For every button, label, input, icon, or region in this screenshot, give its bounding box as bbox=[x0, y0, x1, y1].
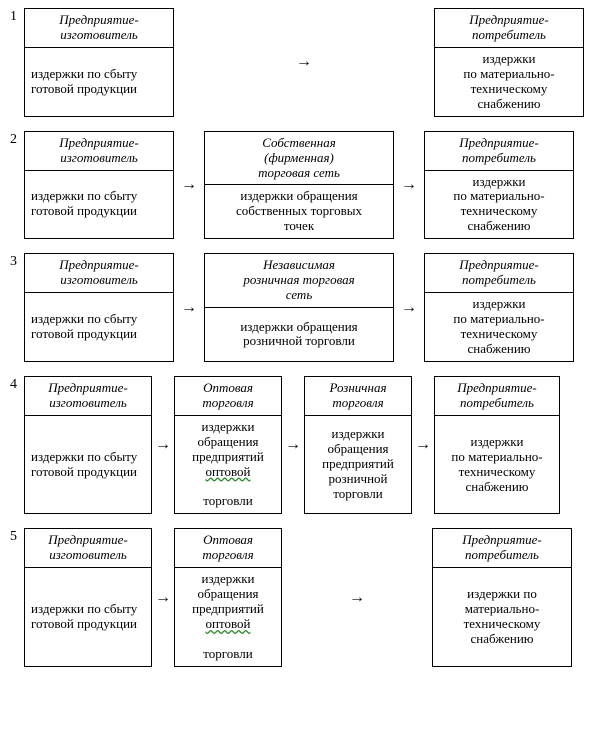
node-head: Предприятие-потребитель bbox=[433, 529, 571, 568]
node-body: издержкипо материально-техническомуснабж… bbox=[425, 293, 573, 361]
arrow-icon: → bbox=[282, 528, 432, 667]
node-body: издержкипо материально-техническомуснабж… bbox=[435, 48, 583, 116]
flow-node: Собственная(фирменная)торговая сетьиздер… bbox=[204, 131, 394, 240]
diagram-row: 5Предприятие-изготовительиздержки по сбы… bbox=[10, 528, 600, 667]
row-number: 1 bbox=[10, 8, 24, 117]
diagram-row: 2Предприятие-изготовительиздержки по сбы… bbox=[10, 131, 600, 240]
row-chain: Предприятие-изготовительиздержки по сбыт… bbox=[24, 131, 600, 240]
node-head: Предприятие-изготовитель bbox=[25, 254, 173, 293]
row-number: 4 bbox=[10, 376, 24, 515]
node-body: издержкипо материально-техническомуснабж… bbox=[435, 416, 559, 514]
row-chain: Предприятие-изготовительиздержки по сбыт… bbox=[24, 253, 600, 362]
node-head: Независимаярозничная торговаясеть bbox=[205, 254, 393, 308]
node-head: Предприятие-потребитель bbox=[435, 377, 559, 416]
flow-node: Предприятие-изготовительиздержки по сбыт… bbox=[24, 8, 174, 117]
diagram-row: 4Предприятие-изготовительиздержки по сбы… bbox=[10, 376, 600, 515]
row-number: 2 bbox=[10, 131, 24, 240]
flow-node: Предприятие-потребительиздержкипо матери… bbox=[424, 253, 574, 362]
arrow-icon: → bbox=[152, 376, 174, 515]
diagram-row: 3Предприятие-изготовительиздержки по сбы… bbox=[10, 253, 600, 362]
flow-node: Предприятие-изготовительиздержки по сбыт… bbox=[24, 131, 174, 240]
node-head: Предприятие-потребитель bbox=[425, 254, 573, 293]
flow-node: Предприятие-потребительиздержкипо матери… bbox=[434, 376, 560, 515]
node-head: Собственная(фирменная)торговая сеть bbox=[205, 132, 393, 186]
row-chain: Предприятие-изготовительиздержки по сбыт… bbox=[24, 528, 600, 667]
node-head: Оптоваяторговля bbox=[175, 529, 281, 568]
flow-node: Оптоваяторговляиздержкиобращенияпредприя… bbox=[174, 376, 282, 515]
node-head: Предприятие-изготовитель bbox=[25, 132, 173, 171]
arrow-icon: → bbox=[282, 376, 304, 515]
arrow-icon: → bbox=[394, 131, 424, 240]
arrow-icon: → bbox=[174, 253, 204, 362]
node-body: издержки обращениярозничной торговли bbox=[205, 308, 393, 361]
arrow-icon: → bbox=[152, 528, 174, 667]
node-body: издержкиобращенияпредприятийоптовойторго… bbox=[175, 416, 281, 514]
flow-node: Предприятие-изготовительиздержки по сбыт… bbox=[24, 253, 174, 362]
node-body: издержки по сбыту готовой продукции bbox=[25, 171, 173, 239]
row-number: 5 bbox=[10, 528, 24, 667]
diagram-container: 1Предприятие-изготовительиздержки по сбы… bbox=[10, 8, 600, 667]
row-chain: Предприятие-изготовительиздержки по сбыт… bbox=[24, 376, 600, 515]
arrow-icon: → bbox=[394, 253, 424, 362]
flow-node: Независимаярозничная торговаясетьиздержк… bbox=[204, 253, 394, 362]
arrow-icon: → bbox=[412, 376, 434, 515]
node-body: издержки по сбыту готовой продукции bbox=[25, 293, 173, 361]
flow-node: Предприятие-потребительиздержки поматери… bbox=[432, 528, 572, 667]
node-head: Предприятие-потребитель bbox=[435, 9, 583, 48]
node-body: издержки по сбыту готовой продукции bbox=[25, 568, 151, 666]
arrow-icon: → bbox=[174, 8, 434, 117]
arrow-icon: → bbox=[174, 131, 204, 240]
node-body: издержки обращениясобственных торговыхто… bbox=[205, 185, 393, 238]
node-head: Розничнаяторговля bbox=[305, 377, 411, 416]
node-head: Предприятие-изготовитель bbox=[25, 377, 151, 416]
node-body: издержкиобращенияпредприятийоптовойторго… bbox=[175, 568, 281, 666]
node-head: Предприятие-изготовитель bbox=[25, 9, 173, 48]
flow-node: Оптоваяторговляиздержкиобращенияпредприя… bbox=[174, 528, 282, 667]
spelling-mark: оптовой bbox=[181, 617, 275, 632]
flow-node: Розничнаяторговляиздержкиобращенияпредпр… bbox=[304, 376, 412, 515]
flow-node: Предприятие-потребительиздержкипо матери… bbox=[424, 131, 574, 240]
node-body: издержки поматериально-техническомуснабж… bbox=[433, 568, 571, 666]
row-chain: Предприятие-изготовительиздержки по сбыт… bbox=[24, 8, 600, 117]
flow-node: Предприятие-изготовительиздержки по сбыт… bbox=[24, 528, 152, 667]
node-body: издержки по сбыту готовой продукции bbox=[25, 48, 173, 116]
node-body: издержкиобращенияпредприятийрозничнойтор… bbox=[305, 416, 411, 514]
node-head: Предприятие-потребитель bbox=[425, 132, 573, 171]
spelling-mark: оптовой bbox=[181, 465, 275, 480]
node-body: издержкипо материально-техническомуснабж… bbox=[425, 171, 573, 239]
diagram-row: 1Предприятие-изготовительиздержки по сбы… bbox=[10, 8, 600, 117]
row-number: 3 bbox=[10, 253, 24, 362]
flow-node: Предприятие-потребительиздержкипо матери… bbox=[434, 8, 584, 117]
node-head: Предприятие-изготовитель bbox=[25, 529, 151, 568]
node-body: издержки по сбыту готовой продукции bbox=[25, 416, 151, 514]
node-head: Оптоваяторговля bbox=[175, 377, 281, 416]
flow-node: Предприятие-изготовительиздержки по сбыт… bbox=[24, 376, 152, 515]
